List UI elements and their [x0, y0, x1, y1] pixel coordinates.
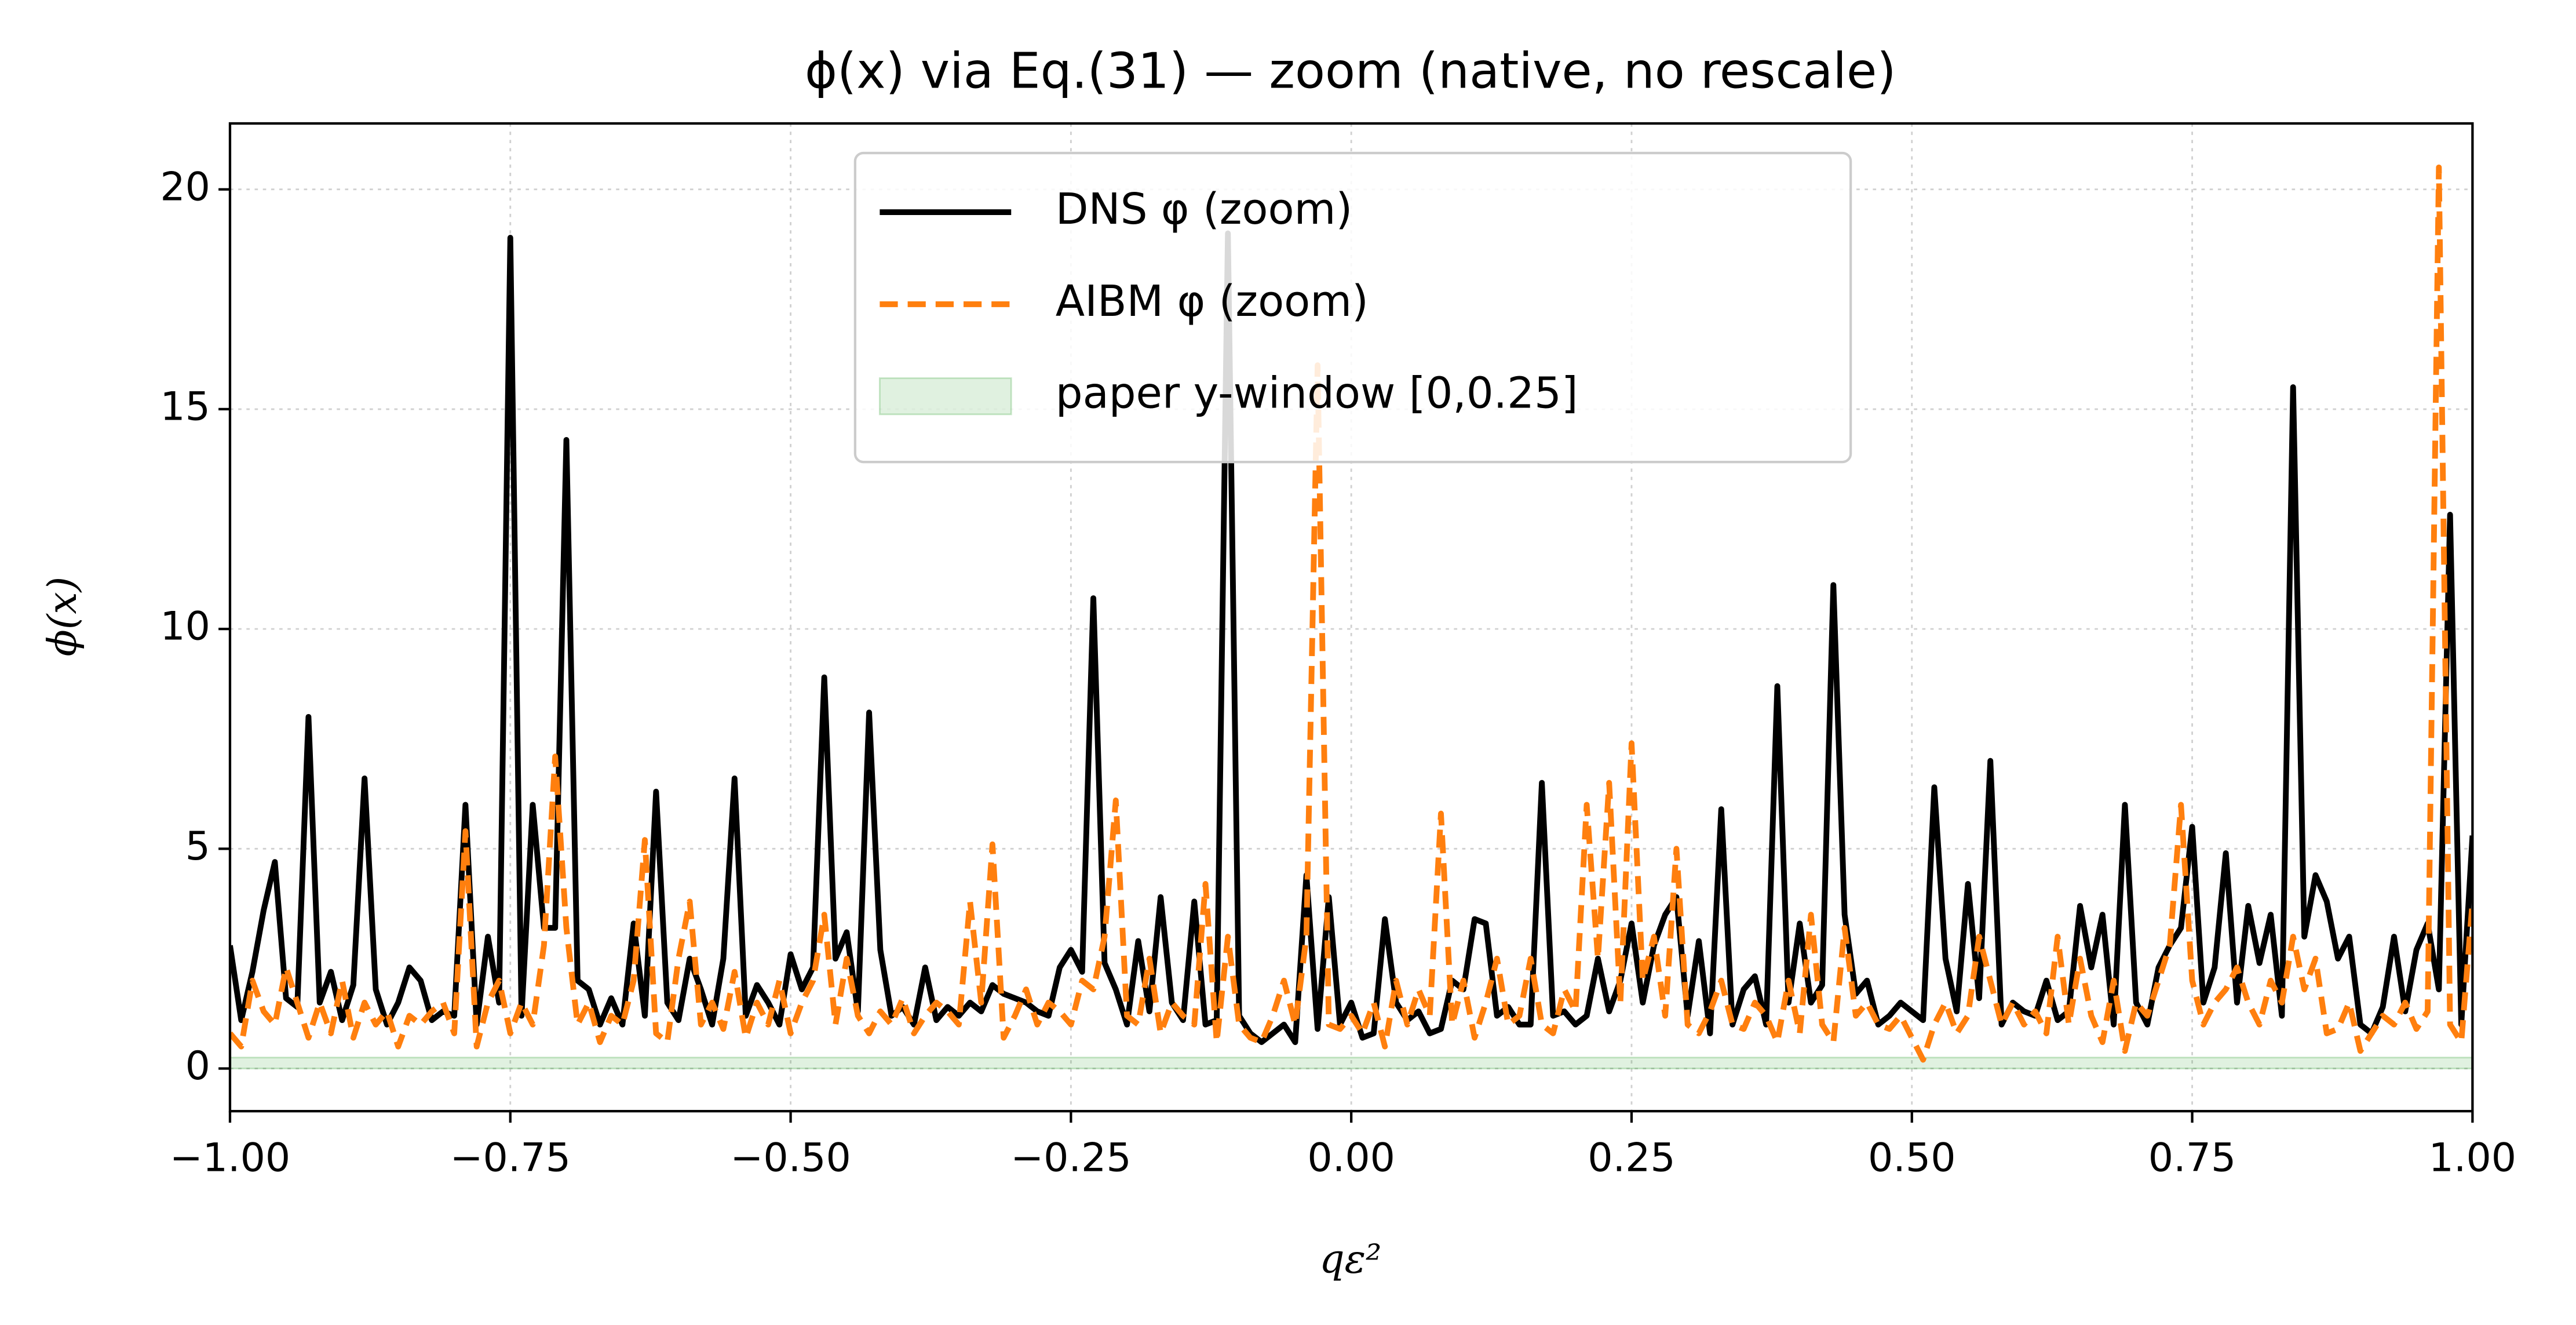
x-tick-label: 0.25 — [1588, 1135, 1676, 1181]
legend-label: paper y-window [0,0.25] — [1056, 369, 1578, 418]
legend-label: DNS φ (zoom) — [1056, 185, 1352, 234]
series-line — [229, 230, 2473, 1045]
legend: DNS φ (zoom) AIBM φ (zoom) paper y-window … — [853, 151, 1852, 464]
y-tick-label: 10 — [160, 604, 210, 650]
series-line — [229, 164, 2473, 1063]
x-tick-label: 0.50 — [1868, 1135, 1956, 1181]
y-tick-label: 20 — [160, 164, 210, 210]
x-tick-label: 0.75 — [2148, 1135, 2236, 1181]
y-axis-label: ϕ(x) — [40, 577, 86, 657]
x-axis-label: qε² — [1319, 1236, 1381, 1282]
plot-lines — [229, 164, 2473, 1063]
legend-box — [853, 151, 1852, 464]
x-tick-label: −0.75 — [450, 1135, 571, 1181]
band — [229, 1057, 2473, 1069]
x-tick-label: −1.00 — [170, 1135, 291, 1181]
legend-swatch — [878, 377, 1012, 416]
y-tick-label: 15 — [160, 384, 210, 429]
x-tick-label: −0.50 — [730, 1135, 851, 1181]
y-tick-label: 0 — [185, 1043, 210, 1089]
y-tick-label: 5 — [185, 824, 210, 869]
plot-frame — [228, 122, 2474, 1113]
legend-label: AIBM φ (zoom) — [1056, 277, 1369, 326]
x-tick-label: 1.00 — [2429, 1135, 2517, 1181]
x-tick-label: −0.25 — [1010, 1135, 1132, 1181]
x-tick-label: 0.00 — [1307, 1135, 1395, 1181]
chart-title: ϕ(x) via Eq.(31) — zoom (native, no resc… — [805, 42, 1896, 100]
